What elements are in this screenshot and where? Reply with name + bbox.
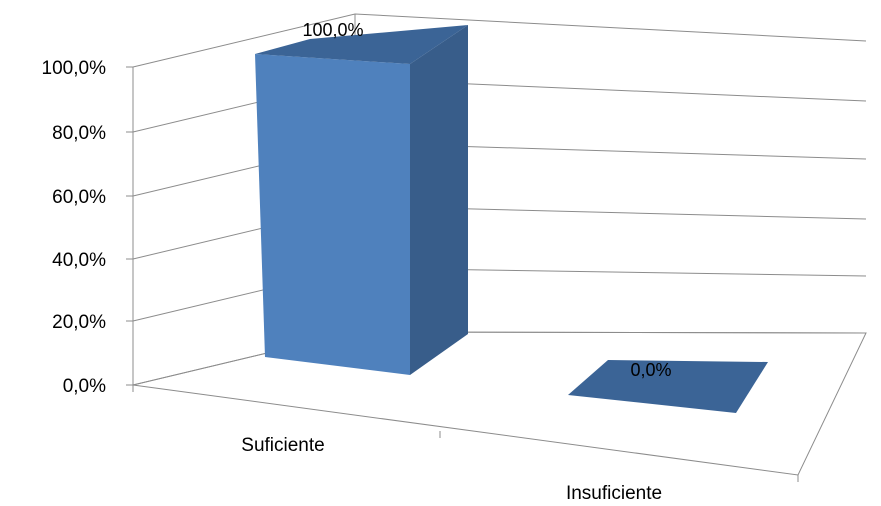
y-tick-label: 60,0% [52,187,106,208]
data-label: 0,0% [630,360,671,380]
y-tick-label: 0,0% [63,376,106,397]
gridline [132,205,867,260]
bar-top-suficiente [255,25,468,64]
y-tick-label: 40,0% [52,250,106,271]
y-tick-label: 20,0% [52,312,106,333]
category-label: Suficiente [241,435,324,456]
data-label: 100,0% [302,20,363,40]
gridline [132,142,867,197]
bar-front-suficiente [255,54,410,375]
grid-layer [132,13,867,386]
y-tick-label: 100,0% [42,58,107,79]
gridline [132,78,867,133]
gridline [132,13,867,68]
y-tick-label: 80,0% [52,123,106,144]
gridline [132,267,867,322]
bar-layer [255,25,768,413]
bar-top-insuficiente [568,360,768,413]
category-label: Insuficiente [566,483,662,504]
bar-side-suficiente [410,25,468,375]
label-layer: 0,0% 20,0% 40,0% 60,0% 80,0% 100,0% 100,0% 0,0%… [42,20,672,504]
